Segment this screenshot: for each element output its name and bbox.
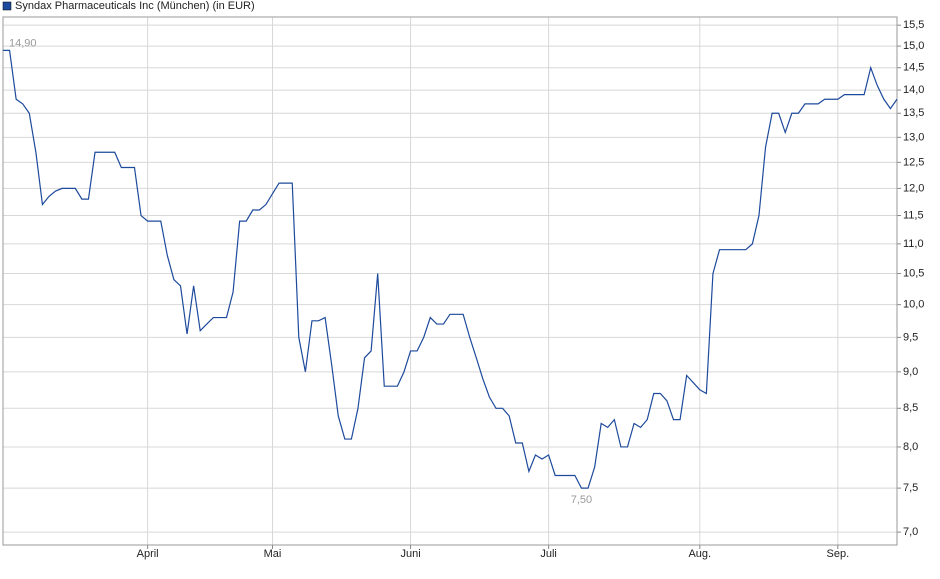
y-tick-label: 12,5 [903,156,924,168]
y-tick-label: 15,5 [903,19,924,31]
value-label: 14,90 [9,37,37,49]
x-tick-label: Sep. [827,548,850,560]
x-tick-label: Aug. [688,548,711,560]
y-tick-label: 9,0 [903,366,918,378]
y-tick-label: 14,0 [903,84,924,96]
y-tick-label: 13,0 [903,131,924,143]
legend-swatch [2,1,12,11]
y-tick-label: 14,5 [903,62,924,74]
price-line [3,49,898,489]
value-label: 7,50 [571,494,592,506]
y-tick-label: 10,0 [903,299,924,311]
plot-frame [2,16,898,546]
legend-label: Syndax Pharmaceuticals Inc (München) (in… [15,0,255,12]
x-tick-label: April [137,548,159,560]
x-tick-label: Juli [540,548,557,560]
x-tick-label: Mai [264,548,282,560]
y-tick-label: 13,5 [903,107,924,119]
y-tick-label: 8,0 [903,441,918,453]
y-tick-label: 7,5 [903,482,918,494]
y-tick-label: 11,0 [903,238,924,250]
y-tick-label: 15,0 [903,40,924,52]
y-tick-label: 11,5 [903,209,924,221]
y-tick-label: 7,0 [903,526,918,538]
y-tick-label: 9,5 [903,331,918,343]
y-tick-label: 10,5 [903,267,924,279]
x-tick-label: Juni [400,548,420,560]
y-tick-label: 8,5 [903,402,918,414]
y-tick-label: 12,0 [903,182,924,194]
